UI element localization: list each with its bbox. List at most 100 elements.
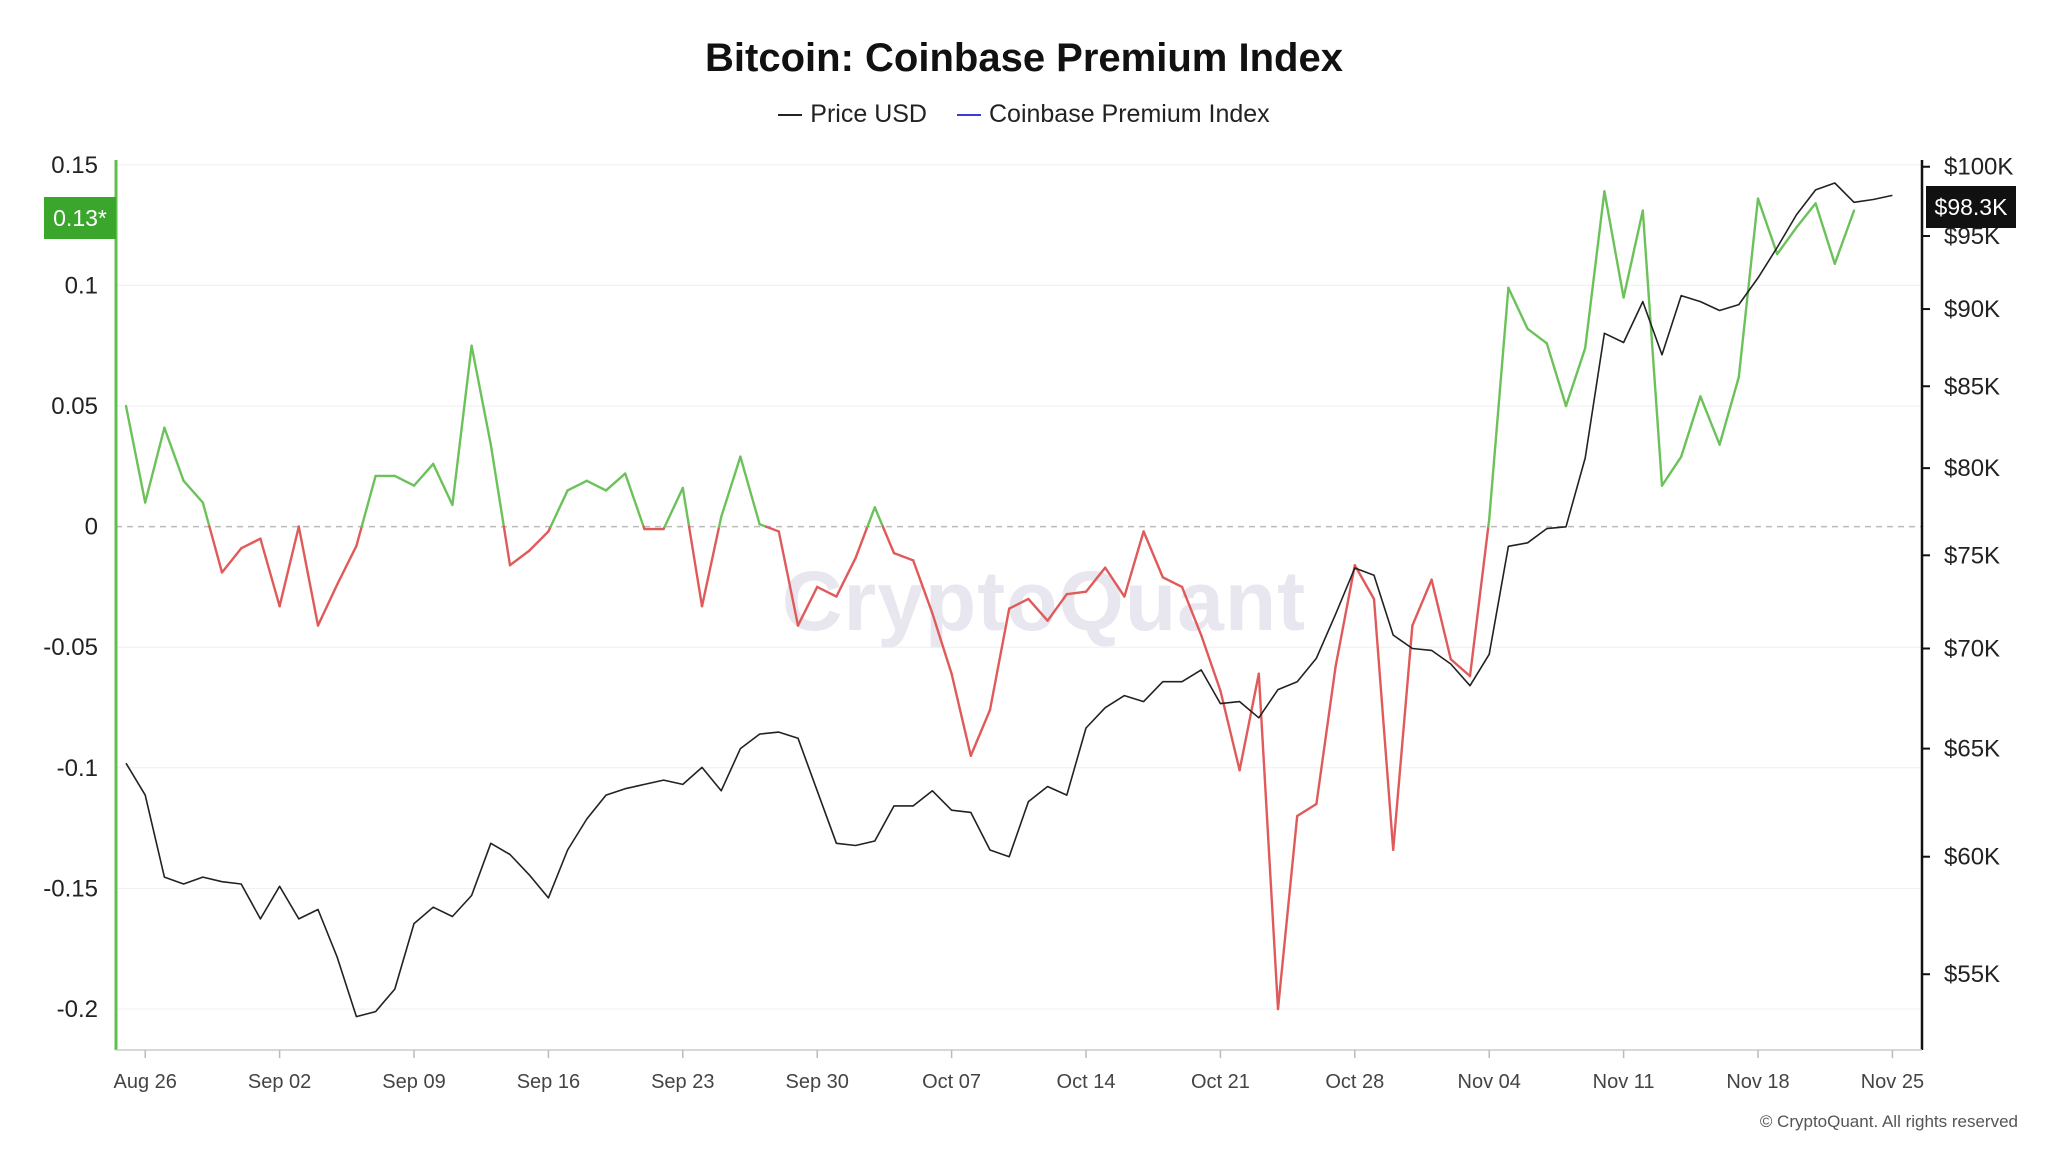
premium-segment xyxy=(1603,190,1625,299)
premium-segment xyxy=(1641,209,1664,487)
premium-segment xyxy=(259,537,281,608)
premium-segment xyxy=(796,585,819,627)
premium-segment xyxy=(835,556,857,598)
premium-segment xyxy=(1775,226,1798,256)
premium-segment xyxy=(502,525,512,567)
premium-segment xyxy=(549,489,569,528)
left-tick-label: 0 xyxy=(85,514,98,541)
premium-segment xyxy=(892,551,915,562)
premium-segment xyxy=(1065,590,1088,596)
premium-segment xyxy=(866,506,876,528)
left-tick-label: -0.1 xyxy=(57,755,98,782)
left-tick-label: 0.05 xyxy=(51,393,98,420)
premium-segment xyxy=(239,537,262,550)
current-price-badge xyxy=(1926,186,2016,228)
premium-segment xyxy=(508,549,531,567)
legend-item-price[interactable]: Price USD xyxy=(778,100,927,129)
premium-segment xyxy=(1276,814,1299,1011)
right-tick-label: $70K xyxy=(1944,636,2000,663)
legend-swatch-price xyxy=(778,113,803,116)
premium-segment xyxy=(1295,802,1318,818)
x-tick-label: Oct 14 xyxy=(1057,1071,1116,1093)
legend: Price USD Coinbase Premium Index xyxy=(0,100,2048,129)
legend-label-price: Price USD xyxy=(810,100,927,128)
legend-item-premium[interactable]: Coinbase Premium Index xyxy=(956,100,1270,129)
premium-segment xyxy=(220,547,243,574)
x-tick-label: Oct 21 xyxy=(1191,1071,1250,1093)
premium-segment xyxy=(297,525,320,627)
x-tick-label: Sep 30 xyxy=(786,1071,849,1093)
premium-segment xyxy=(489,443,506,528)
premium-series xyxy=(124,190,1856,1011)
current-price-label: $98.3K xyxy=(1935,194,2009,220)
premium-segment xyxy=(1142,530,1165,579)
premium-segment xyxy=(1372,597,1395,852)
premium-segment xyxy=(1180,585,1203,637)
right-tick-label: $80K xyxy=(1944,455,2000,482)
x-tick-label: Oct 07 xyxy=(922,1071,981,1093)
x-tick-label: Aug 26 xyxy=(114,1071,177,1093)
premium-segment xyxy=(1199,633,1222,692)
premium-segment xyxy=(1833,209,1856,265)
premium-segment xyxy=(1391,624,1414,852)
premium-segment xyxy=(1795,202,1817,229)
premium-segment xyxy=(988,607,1011,712)
premium-segment xyxy=(700,525,721,608)
premium-segment xyxy=(604,472,627,492)
premium-segment xyxy=(1353,564,1376,601)
premium-segment xyxy=(881,525,896,555)
x-tick-label: Sep 02 xyxy=(248,1071,311,1093)
x-tick-label: Sep 23 xyxy=(651,1071,714,1093)
right-axis-ticks: $100K$95K$90K$85K$80K$75K$70K$65K$60K$55… xyxy=(1922,154,2013,988)
premium-segment xyxy=(624,472,645,528)
x-axis-ticks: Aug 26 Sep 02 Sep 09 Sep 16 Sep 23 Sep 30 Oct … xyxy=(114,1050,1924,1093)
x-tick-label: Nov 18 xyxy=(1726,1071,1789,1093)
premium-segment xyxy=(278,525,300,608)
premium-segment xyxy=(1545,342,1568,408)
premium-segment xyxy=(1008,597,1030,610)
left-axis-ticks: 0.15 0.1 0.05 0 -0.05 -0.1 -0.15 -0.2 xyxy=(43,152,98,1023)
premium-segment xyxy=(336,544,358,586)
right-tick-label: $85K xyxy=(1944,373,2000,400)
premium-segment xyxy=(912,559,934,615)
premium-segment xyxy=(931,612,953,675)
x-tick-label: Sep 09 xyxy=(382,1071,445,1093)
premium-segment xyxy=(1027,597,1049,622)
premium-segment xyxy=(1737,197,1760,379)
premium-segment xyxy=(873,506,885,528)
left-tick-label: 0.1 xyxy=(65,272,98,299)
premium-segment xyxy=(1507,286,1529,331)
premium-segment xyxy=(687,525,704,608)
premium-segment xyxy=(1622,209,1645,299)
premium-segment xyxy=(1487,518,1491,528)
premium-segment xyxy=(1487,286,1510,521)
premium-segment xyxy=(1315,665,1337,806)
premium-segment xyxy=(1238,672,1261,772)
premium-segment xyxy=(566,479,588,492)
premium-segment xyxy=(854,525,869,560)
copyright-notice: © CryptoQuant. All rights reserved xyxy=(1759,1112,2018,1131)
legend-swatch-premium xyxy=(956,113,981,116)
premium-segment xyxy=(355,525,363,548)
premium-segment xyxy=(777,530,800,627)
premium-segment xyxy=(1468,525,1490,678)
premium-segment xyxy=(1084,566,1107,593)
premium-segment xyxy=(1718,375,1741,446)
premium-segment xyxy=(124,404,147,504)
left-tick-label: -0.2 xyxy=(57,996,98,1023)
premium-segment xyxy=(1756,197,1779,256)
premium-segment xyxy=(1449,658,1472,678)
premium-segment xyxy=(1257,672,1280,1011)
premium-segment xyxy=(1123,530,1145,598)
premium-segment xyxy=(201,501,211,528)
right-tick-label: $65K xyxy=(1944,736,2000,763)
premium-segment xyxy=(393,474,416,487)
premium-segment xyxy=(1334,564,1357,668)
premium-segment xyxy=(208,525,224,574)
price-series xyxy=(125,182,1893,1018)
premium-segment xyxy=(1430,578,1453,661)
premium-segment xyxy=(1679,395,1702,458)
left-tick-label: -0.05 xyxy=(43,634,98,661)
premium-segment xyxy=(1411,578,1433,627)
